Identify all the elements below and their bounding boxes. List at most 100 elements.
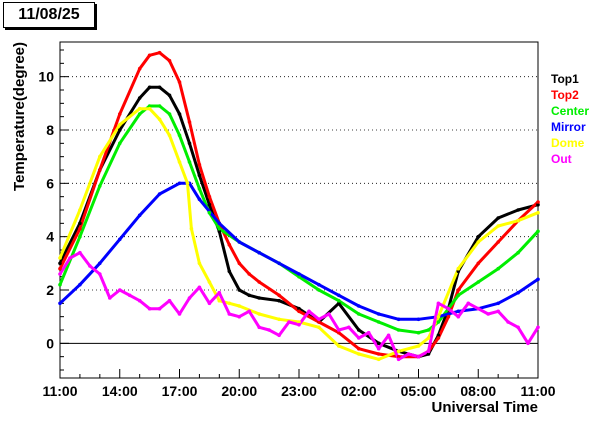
data-point xyxy=(147,106,152,111)
data-point xyxy=(227,269,232,274)
data-point xyxy=(227,242,232,247)
data-point xyxy=(476,306,481,311)
data-point xyxy=(157,192,162,196)
data-point xyxy=(327,312,331,316)
legend-entry-mirror: Mirror xyxy=(551,120,586,134)
data-point xyxy=(297,309,301,314)
data-point xyxy=(277,261,281,266)
data-point xyxy=(317,320,321,324)
legend-entry-out: Out xyxy=(551,152,572,166)
data-point xyxy=(157,85,162,90)
y-axis-title: Temperature(degree) xyxy=(11,42,28,191)
y-tick-label: 4 xyxy=(46,229,54,245)
data-point xyxy=(386,333,391,338)
date-label: 11/08/25 xyxy=(3,2,95,28)
legend-entry-center: Center xyxy=(551,104,589,118)
data-point xyxy=(197,173,202,178)
data-point xyxy=(167,93,172,98)
data-point xyxy=(167,298,172,303)
data-point xyxy=(187,141,192,146)
data-point xyxy=(406,352,411,356)
data-point xyxy=(337,293,341,298)
data-point xyxy=(197,285,202,290)
data-point xyxy=(187,296,192,300)
data-point xyxy=(167,133,172,138)
x-tick-label: 23:00 xyxy=(281,383,317,399)
data-point xyxy=(157,117,162,122)
data-point xyxy=(396,354,401,359)
data-point xyxy=(118,237,122,242)
data-point xyxy=(536,325,540,330)
data-point xyxy=(297,272,301,276)
data-point xyxy=(217,290,222,295)
data-point xyxy=(227,312,232,316)
data-point xyxy=(207,194,212,199)
data-point xyxy=(337,344,341,348)
data-point xyxy=(257,325,262,330)
data-point xyxy=(456,288,461,292)
data-point xyxy=(78,250,82,255)
data-point xyxy=(426,328,431,332)
data-point xyxy=(466,301,471,306)
data-point xyxy=(456,266,461,271)
data-point xyxy=(357,328,361,332)
data-point xyxy=(185,181,190,186)
data-point xyxy=(177,312,182,316)
data-point xyxy=(496,216,501,220)
data-point xyxy=(476,240,481,244)
data-point xyxy=(337,330,341,335)
data-point xyxy=(496,309,501,314)
data-point xyxy=(187,160,192,164)
data-point xyxy=(137,112,142,116)
x-tick-label: 05:00 xyxy=(401,383,437,399)
data-point xyxy=(436,336,441,340)
x-tick-label: 02:00 xyxy=(341,383,377,399)
data-point xyxy=(516,218,520,223)
data-point xyxy=(396,328,401,332)
data-point xyxy=(317,325,321,330)
data-point xyxy=(217,229,222,234)
data-point xyxy=(456,269,461,274)
data-point xyxy=(118,122,122,127)
y-tick-label: 0 xyxy=(46,335,54,351)
data-point xyxy=(177,181,182,186)
data-point xyxy=(227,301,232,306)
data-point xyxy=(157,104,162,108)
data-point xyxy=(357,304,361,308)
data-point xyxy=(257,250,262,255)
data-point xyxy=(476,261,481,266)
data-point xyxy=(58,261,62,266)
data-point xyxy=(317,282,321,287)
data-point xyxy=(108,296,112,300)
data-point xyxy=(297,274,301,279)
x-tick-label: 08:00 xyxy=(460,383,496,399)
data-point xyxy=(217,226,222,231)
data-point xyxy=(426,336,431,340)
data-point xyxy=(516,290,520,295)
data-point xyxy=(237,261,242,266)
data-point xyxy=(337,301,341,306)
data-point xyxy=(496,240,501,244)
data-point xyxy=(177,80,182,84)
data-point xyxy=(496,224,501,228)
data-point xyxy=(277,333,281,338)
data-point xyxy=(416,330,421,335)
y-tick-label: 6 xyxy=(46,175,54,191)
data-point xyxy=(197,197,202,202)
data-point xyxy=(127,293,132,298)
data-point xyxy=(187,120,192,124)
data-point xyxy=(436,333,441,338)
data-point xyxy=(357,312,361,316)
data-point xyxy=(456,314,461,319)
data-point xyxy=(118,128,122,132)
data-point xyxy=(416,344,421,348)
data-point xyxy=(347,325,351,330)
y-tick-label: 8 xyxy=(46,122,54,138)
data-point xyxy=(496,266,501,271)
data-point xyxy=(237,314,242,319)
data-point xyxy=(516,325,520,330)
data-point xyxy=(189,226,194,231)
data-point xyxy=(277,317,281,322)
x-tick-label: 11:00 xyxy=(42,383,77,399)
data-point xyxy=(426,352,431,356)
